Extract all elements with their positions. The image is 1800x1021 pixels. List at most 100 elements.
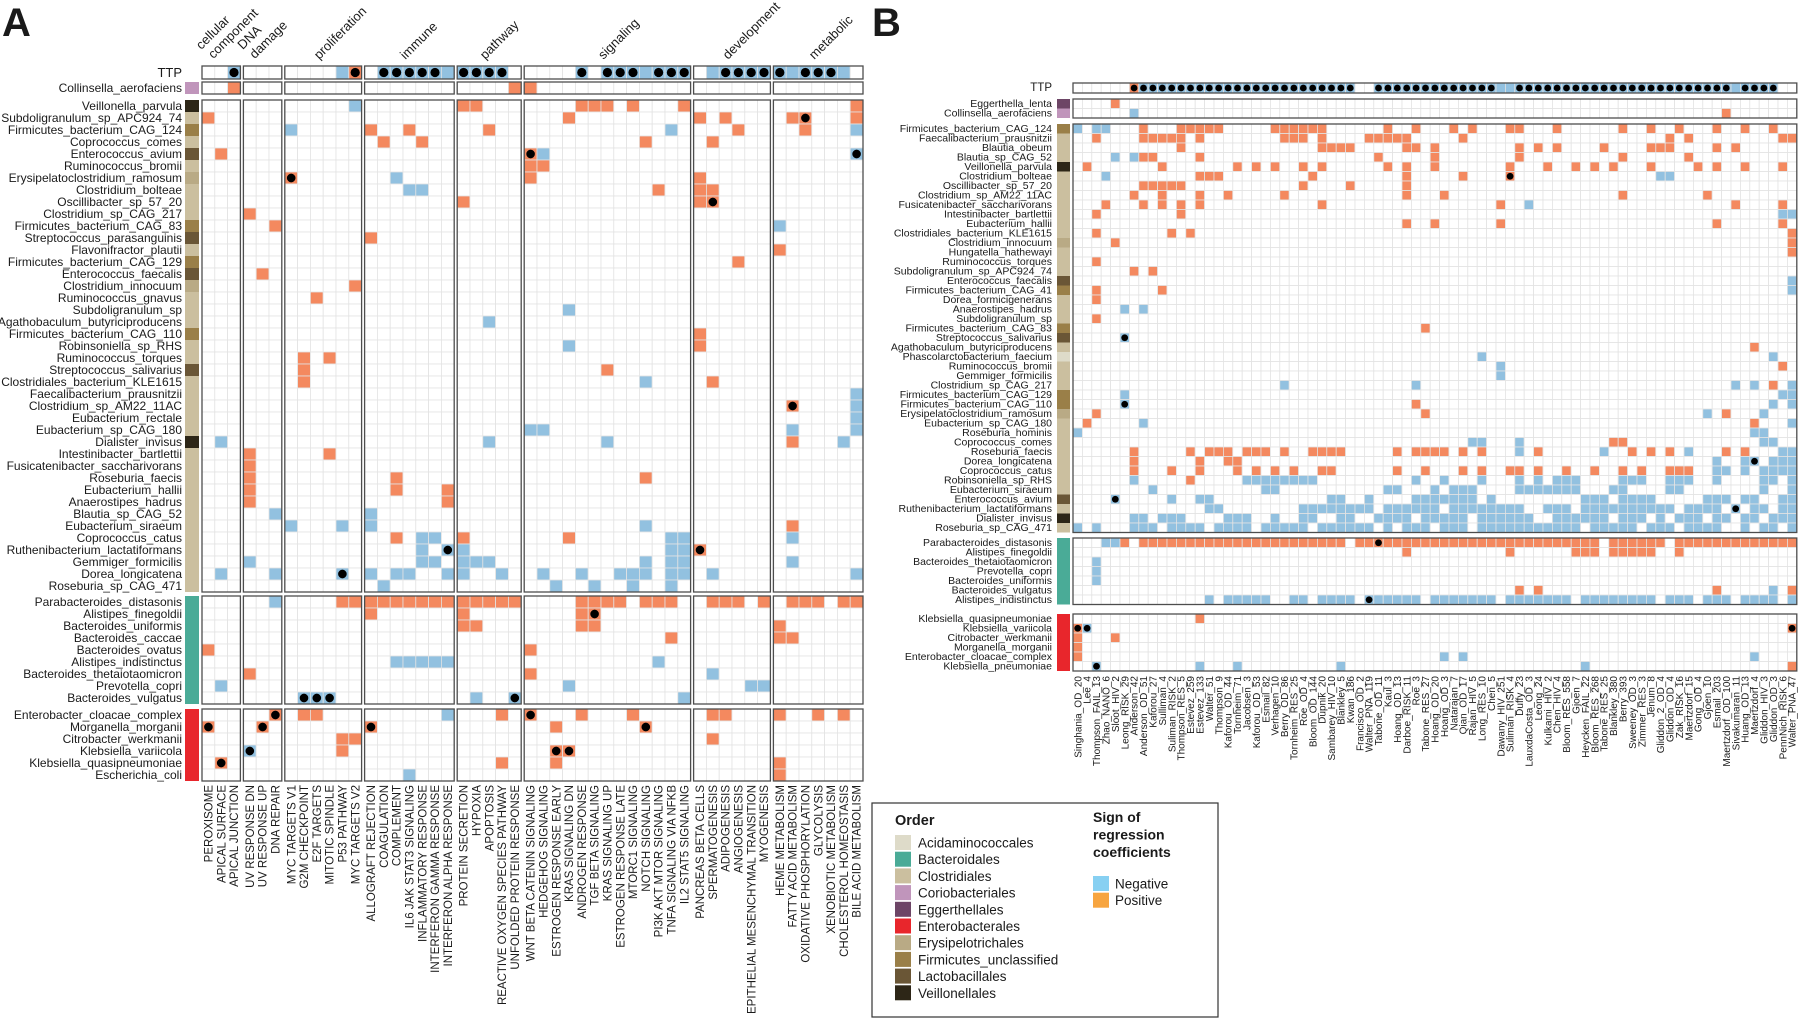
cell-empty <box>811 423 825 437</box>
cell-empty <box>1758 108 1769 119</box>
cell-positive <box>1439 190 1450 201</box>
cell-empty <box>773 339 787 353</box>
cell-empty <box>255 243 270 257</box>
cell-empty <box>1270 256 1281 267</box>
cell-positive <box>1317 161 1328 172</box>
cell-empty <box>1702 171 1713 182</box>
cell-negative <box>1787 285 1798 296</box>
cell-empty <box>268 679 283 693</box>
cell-empty <box>1307 142 1318 153</box>
cell-empty <box>731 555 746 569</box>
cell-empty <box>1711 285 1722 296</box>
cell-empty <box>1354 266 1365 277</box>
cell-empty <box>575 483 589 497</box>
cell-empty <box>456 81 471 95</box>
cell-empty <box>651 243 666 257</box>
cell-empty <box>1711 152 1722 163</box>
cell-empty <box>587 327 602 341</box>
cell-negative <box>664 123 679 137</box>
taxon-row: Dorea_longicatena <box>81 567 864 581</box>
cell-empty <box>718 327 733 341</box>
cell-empty <box>693 147 707 161</box>
cell-negative <box>469 691 484 705</box>
cell-empty <box>402 399 417 413</box>
cell-empty <box>1693 266 1704 277</box>
cell-empty <box>389 720 404 734</box>
cell-empty <box>1523 266 1534 277</box>
cell-empty <box>773 399 787 413</box>
cell-empty <box>309 643 324 657</box>
cell-empty <box>1467 266 1478 277</box>
cell-empty <box>849 708 864 722</box>
cell-positive <box>227 81 241 95</box>
cell-empty <box>651 631 666 645</box>
cell-empty <box>1655 266 1666 277</box>
taxon-row: Coprococcus_comes <box>70 135 864 149</box>
cell-empty <box>824 303 838 317</box>
cell-empty <box>402 387 417 401</box>
cell-empty <box>664 507 679 521</box>
cell-empty <box>731 303 746 317</box>
cell-positive <box>1166 180 1177 191</box>
cell-empty <box>1693 247 1704 258</box>
cell-empty <box>1467 190 1478 201</box>
cell-empty <box>507 708 522 722</box>
cell-empty <box>1185 161 1196 172</box>
cell-empty <box>1345 266 1356 277</box>
cell-empty <box>1411 266 1422 277</box>
column-label: XENOBIOTIC METABOLISM <box>826 785 838 934</box>
cell-empty <box>1467 285 1478 296</box>
cell-empty <box>536 667 551 681</box>
cell-empty <box>1157 123 1168 134</box>
cell-empty <box>482 543 496 557</box>
cell-empty <box>1317 266 1328 277</box>
cell-empty <box>1646 108 1657 119</box>
cell-empty <box>1599 285 1610 296</box>
cell-empty <box>201 99 216 113</box>
cell-positive <box>1204 171 1215 182</box>
cell-empty <box>798 555 813 569</box>
cell-positive <box>1279 190 1290 201</box>
block-border <box>772 708 864 782</box>
cell-empty <box>1129 228 1140 239</box>
cell-positive <box>1411 123 1422 134</box>
cell-empty <box>322 387 337 401</box>
cell-empty <box>837 447 851 461</box>
cell-empty <box>562 691 576 705</box>
cell-empty <box>575 399 589 413</box>
cell-empty <box>626 507 640 521</box>
cell-empty <box>402 327 417 341</box>
cell-empty <box>322 303 337 317</box>
cell-empty <box>415 159 429 173</box>
cell-empty <box>1147 171 1158 182</box>
cell-empty <box>1721 275 1732 286</box>
cell-negative <box>1495 82 1506 94</box>
cell-empty <box>1354 285 1365 296</box>
cell-empty <box>482 631 496 645</box>
cell-empty <box>376 607 391 621</box>
cell-empty <box>1335 237 1346 248</box>
cell-empty <box>1204 190 1215 201</box>
cell-empty <box>1599 228 1610 239</box>
cell-empty <box>773 411 787 425</box>
cell-empty <box>348 207 362 221</box>
cell-empty <box>1458 180 1469 191</box>
cell-empty <box>849 459 864 473</box>
cell-empty <box>1711 180 1722 191</box>
cell-empty <box>626 351 640 365</box>
cell-empty <box>1100 142 1111 153</box>
cell-empty <box>811 207 825 221</box>
cell-empty <box>227 99 241 113</box>
cell-empty <box>440 303 455 317</box>
cell-empty <box>268 619 283 633</box>
cell-empty <box>1157 142 1168 153</box>
row-label: Collinsella_aerofaciens <box>944 107 1052 119</box>
cell-empty <box>549 291 563 305</box>
cell-empty <box>1082 266 1093 277</box>
cell-empty <box>227 543 241 557</box>
cell-positive <box>1467 123 1478 134</box>
cell-empty <box>335 643 350 657</box>
cell-empty <box>587 315 602 329</box>
cell-empty <box>507 279 522 293</box>
cell-empty <box>469 643 484 657</box>
